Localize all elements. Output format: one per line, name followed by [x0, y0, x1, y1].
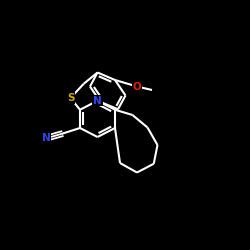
Text: N: N — [42, 133, 50, 143]
Text: N: N — [93, 96, 102, 106]
Text: O: O — [132, 82, 141, 92]
Text: S: S — [67, 93, 74, 103]
